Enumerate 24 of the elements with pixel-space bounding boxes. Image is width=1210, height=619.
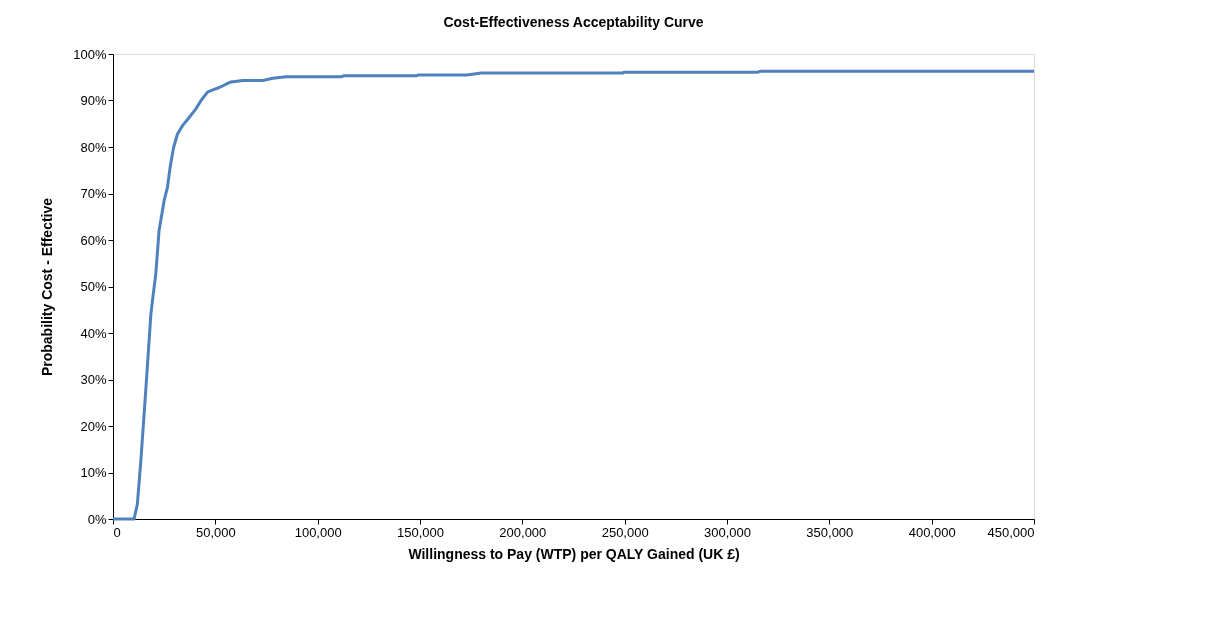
y-tick-label: 40%	[80, 325, 107, 341]
y-tick-label: 60%	[80, 232, 107, 248]
x-tick-label: 400,000	[908, 524, 956, 540]
y-tick-label: 0%	[87, 511, 107, 527]
y-tick-label: 100%	[73, 46, 107, 62]
x-axis-title: Willingness to Pay (WTP) per QALY Gained (UK £)	[408, 545, 740, 562]
y-tick-label: 20%	[80, 418, 107, 434]
y-tick-label: 80%	[80, 139, 107, 155]
x-tick-label: 100,000	[294, 524, 342, 540]
x-tick-label: 250,000	[601, 524, 649, 540]
y-tick-label: 30%	[80, 372, 107, 387]
y-tick-label: 90%	[80, 93, 107, 108]
y-tick-label: 70%	[80, 186, 107, 201]
x-tick-label: 450,000	[987, 524, 1035, 540]
y-tick-label: 10%	[80, 465, 107, 480]
y-tick-label: 50%	[80, 279, 107, 294]
x-tick-label: 150,000	[397, 524, 444, 540]
x-tick-label: 0	[113, 524, 121, 540]
y-axis-title: Probability Cost - Effective	[39, 197, 56, 377]
x-tick-label: 200,000	[499, 524, 547, 540]
x-tick-label: 50,000	[195, 524, 236, 540]
x-tick-label: 300,000	[704, 524, 751, 540]
x-tick-label: 350,000	[806, 524, 854, 540]
chart-title: Cost-Effectiveness Acceptability Curve	[443, 14, 704, 30]
